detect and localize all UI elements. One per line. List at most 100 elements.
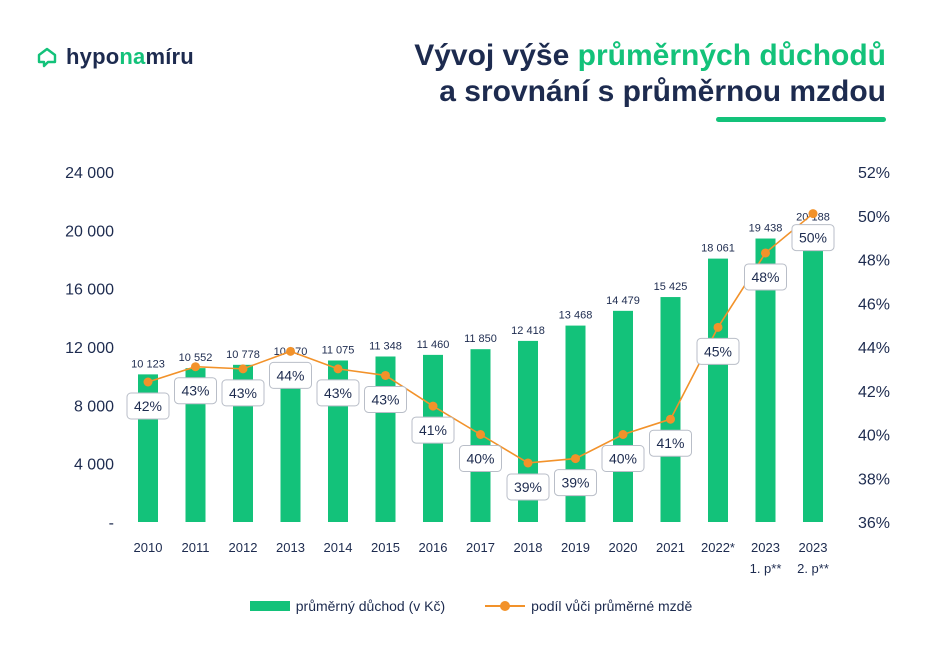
bar-value-label: 11 348	[369, 341, 402, 353]
share-label: 43%	[181, 383, 209, 399]
x-tick-sublabel: 2. p**	[797, 561, 829, 576]
bar-value-label: 18 061	[701, 243, 735, 255]
y-left-tick-label: -	[109, 515, 114, 532]
share-label: 50%	[799, 230, 827, 246]
bar	[755, 238, 776, 522]
y-left-tick-label: 12 000	[65, 340, 114, 357]
share-label-box	[411, 416, 455, 444]
bar-value-label: 10 778	[226, 349, 260, 361]
y-left-tick-label: 16 000	[65, 282, 114, 299]
bar-value-label: 12 418	[511, 325, 545, 337]
x-tick-label: 2012	[229, 540, 258, 555]
brand-part-2: na	[119, 44, 146, 69]
bar	[708, 258, 728, 522]
y-right-tick-label: 46%	[858, 296, 890, 313]
x-tick-label: 2011	[182, 540, 210, 555]
bar-value-label: 11 850	[464, 333, 497, 345]
bar	[803, 227, 823, 522]
x-tick-label: 2022*	[701, 540, 735, 555]
share-point	[666, 414, 675, 424]
share-label-box	[269, 361, 312, 389]
share-point	[808, 209, 818, 219]
share-point	[476, 430, 485, 439]
x-tick-sublabel: 1. p**	[750, 561, 782, 576]
share-label-box	[649, 429, 692, 457]
share-label-box	[601, 445, 645, 472]
y-right-tick-label: 52%	[858, 165, 890, 182]
bar	[375, 356, 396, 522]
share-label-box	[744, 263, 787, 291]
page-title: Vývoj výše průměrných důchodů a srovnání…	[414, 38, 886, 110]
y-right-tick-label: 44%	[858, 340, 890, 357]
x-tick-label: 2020	[609, 540, 638, 555]
y-right-tick-label: 40%	[858, 428, 890, 445]
share-point	[713, 322, 723, 332]
share-point	[571, 454, 580, 464]
share-point	[238, 364, 248, 374]
share-point	[143, 377, 153, 387]
share-point	[333, 364, 343, 374]
share-label: 41%	[656, 435, 684, 451]
title-highlight: průměrných důchodů	[577, 39, 886, 72]
share-point	[381, 370, 390, 380]
share-label-box	[316, 379, 360, 407]
share-label: 41%	[419, 422, 447, 438]
legend-line-label: podíl vůči průměrné mzdě	[531, 598, 693, 614]
x-tick-label: 2010	[134, 540, 163, 555]
x-tick-label: 2013	[276, 540, 305, 555]
y-left-tick-label: 4 000	[74, 457, 114, 474]
share-point	[286, 346, 295, 356]
bar-value-label: 19 438	[749, 223, 783, 235]
y-right-tick-label: 36%	[858, 515, 890, 532]
bar	[185, 368, 206, 522]
share-label-box	[126, 392, 170, 420]
bar-value-label: 11 460	[417, 339, 450, 351]
title-underline	[716, 117, 886, 122]
brand-part-3: míru	[145, 44, 194, 69]
x-tick-label: 2023	[799, 540, 828, 555]
share-label: 45%	[704, 343, 732, 359]
y-right-tick-label: 42%	[858, 384, 890, 401]
bar	[613, 310, 633, 522]
bar-value-label: 14 479	[606, 295, 640, 307]
share-label: 43%	[371, 391, 399, 407]
legend-item-bars: průměrný důchod (v Kč)	[249, 598, 446, 614]
share-label-box	[791, 224, 835, 252]
share-label-box	[364, 385, 407, 413]
share-label: 39%	[514, 479, 542, 495]
x-tick-label: 2019	[561, 540, 590, 555]
legend-item-line: podíl vůči průměrné mzdě	[485, 598, 692, 614]
bar-value-label: 15 425	[654, 281, 688, 293]
share-label-box	[459, 445, 502, 472]
x-tick-label: 2023	[751, 540, 780, 555]
bar-value-label: 11 075	[322, 344, 355, 356]
share-point	[191, 362, 200, 372]
title-prefix: Vývoj výše	[414, 39, 578, 72]
y-right-tick-label: 38%	[858, 471, 890, 488]
share-label-box	[174, 377, 217, 405]
brand-name: hyponamíru	[66, 44, 194, 70]
x-tick-label: 2021	[656, 540, 685, 555]
share-label-box	[506, 473, 550, 501]
x-tick-label: 2018	[514, 540, 543, 555]
share-point	[618, 430, 628, 439]
share-label: 44%	[276, 367, 304, 383]
share-label-box	[554, 469, 597, 497]
share-label: 40%	[609, 451, 637, 467]
title-line-2: a srovnání s průměrnou mzdou	[439, 75, 886, 108]
share-point	[761, 248, 770, 258]
x-tick-label: 2015	[371, 540, 400, 555]
title-line-1: Vývoj výše průměrných důchodů	[414, 38, 886, 74]
brand-part-1: hypo	[66, 44, 120, 69]
share-label: 39%	[561, 475, 589, 491]
legend-bar-label: průměrný důchod (v Kč)	[295, 598, 446, 614]
x-tick-label: 2014	[324, 540, 353, 555]
legend: průměrný důchod (v Kč) podíl vůči průměr…	[0, 598, 942, 614]
share-label: 43%	[324, 385, 352, 401]
bar-value-label: 10 123	[131, 358, 165, 370]
bar	[280, 362, 301, 522]
share-point	[428, 401, 438, 411]
share-label: 43%	[229, 385, 257, 401]
share-label: 42%	[134, 398, 162, 414]
